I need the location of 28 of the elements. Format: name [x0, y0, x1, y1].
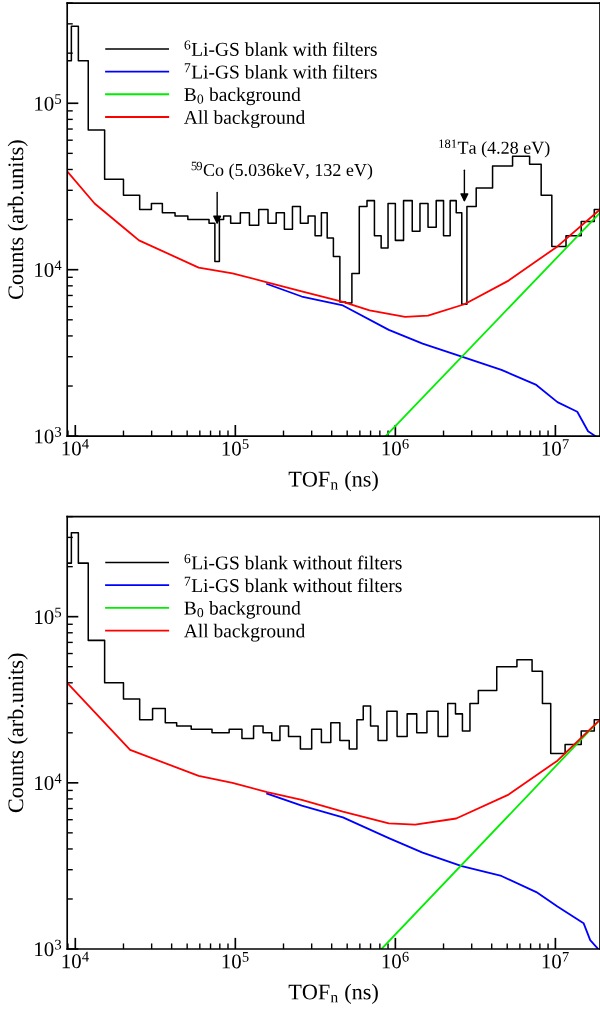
x-tick-label: 10$^{6}$ [382, 951, 409, 969]
y-tick-label: 10$^{4}$ [35, 260, 62, 277]
x-tick-label: 10$^{7}$ [542, 439, 569, 456]
y-tick-label: 10$^{3}$ [35, 426, 62, 444]
x-tick-label: 10$^{4}$ [62, 438, 89, 456]
x-axis-title: TOF$_{n}$ (ns) [288, 471, 378, 492]
legend-label: $^{7}$Li-GS blank without filters [184, 576, 402, 593]
y-axis-title: Counts (arb.units) [7, 140, 28, 299]
x-tick-label: 10$^{4}$ [62, 951, 89, 969]
y-tick-label: 10$^{5}$ [35, 607, 62, 625]
legend-label: $^{6}$Li-GS blank with filters [184, 40, 377, 56]
legend-label: $^{6}$Li-GS blank without filters [184, 554, 402, 570]
legend-label: All background [183, 110, 306, 128]
x-tick-label: 10$^{5}$ [222, 952, 249, 969]
legend-label: All background [183, 623, 306, 642]
annotation: $^{59}$Co (5.036keV, 132 eV) [191, 161, 373, 180]
y-tick-label: 10$^{3}$ [35, 939, 62, 957]
x-tick-label: 10$^{5}$ [222, 439, 249, 456]
y-tick-label: 10$^{4}$ [35, 773, 62, 791]
legend-label: B$_{0}$ background [184, 87, 301, 106]
legend-label: $^{7}$Li-GS blank with filters [184, 63, 377, 79]
annotation: $^{181}$Ta (4.28 eV) [439, 139, 550, 158]
x-tick-label: 10$^{6}$ [382, 438, 409, 456]
x-tick-label: 10$^{7}$ [542, 952, 569, 969]
legend-label: B$_{0}$ background [184, 600, 301, 619]
y-tick-label: 10$^{5}$ [35, 94, 62, 111]
x-axis-title: TOF$_{n}$ (ns) [288, 983, 378, 1005]
y-axis-title: Counts (arb.units) [7, 653, 28, 813]
